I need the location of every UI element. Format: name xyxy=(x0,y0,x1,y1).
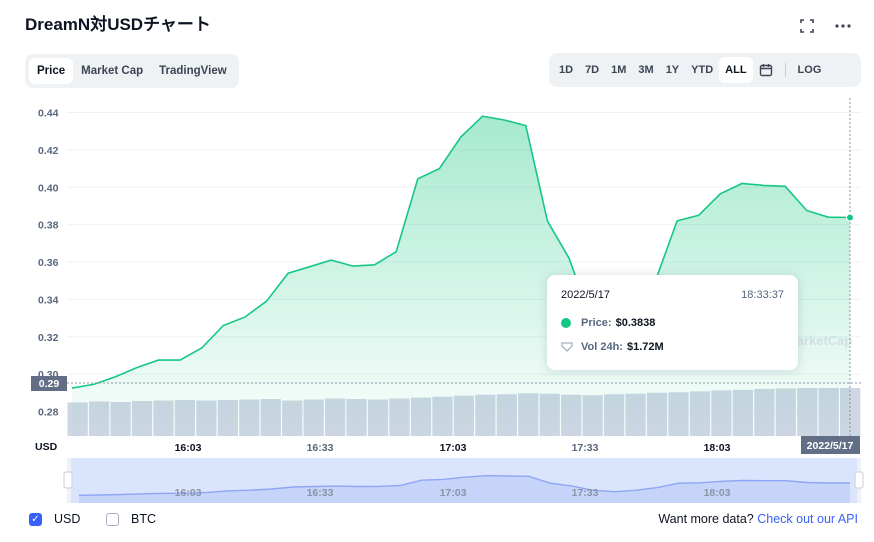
btc-label: BTC xyxy=(131,512,156,526)
navigator-left-handle[interactable] xyxy=(63,471,73,489)
tooltip-time: 18:33:37 xyxy=(741,289,784,301)
more-data-text: Want more data? xyxy=(658,512,754,526)
btc-checkbox[interactable] xyxy=(106,512,119,526)
range-3m[interactable]: 3M xyxy=(638,64,654,76)
expand-icon[interactable] xyxy=(795,14,819,38)
tab-price[interactable]: Price xyxy=(29,58,74,84)
y-tick-label: 0.34 xyxy=(38,294,59,306)
navigator-x-tick: 16:03 xyxy=(175,487,202,499)
y-tick-label: 0.40 xyxy=(38,182,59,194)
navigator-x-tick: 17:03 xyxy=(440,487,467,499)
api-promo: Want more data? Check out our API xyxy=(658,512,858,526)
navigator-x-tick: 16:33 xyxy=(307,487,334,499)
navigator-line xyxy=(78,474,850,496)
currency-axis-label: USD xyxy=(35,441,58,453)
btc-toggle[interactable]: BTC xyxy=(106,512,156,526)
price-tooltip: 2022/5/17 18:33:37 Price: $0.3838 Vol 24… xyxy=(547,275,798,370)
range-1m[interactable]: 1M xyxy=(611,64,627,76)
chart-type-tabs: Price Market Cap TradingView xyxy=(25,54,239,88)
tab-market-cap[interactable]: Market Cap xyxy=(81,65,144,77)
x-tick-label: 16:03 xyxy=(175,442,202,454)
range-1d[interactable]: 1D xyxy=(559,64,574,76)
range-divider xyxy=(784,63,786,77)
api-link[interactable]: Check out our API xyxy=(757,512,858,526)
navigator-x-tick: 17:33 xyxy=(572,487,599,499)
range-1y[interactable]: 1Y xyxy=(665,64,680,76)
y-tick-label: 0.42 xyxy=(38,145,59,157)
range-all[interactable]: ALL xyxy=(719,57,753,83)
x-tick-label: 17:33 xyxy=(572,442,599,454)
calendar-icon[interactable] xyxy=(753,57,779,83)
y-tick-label: 0.28 xyxy=(38,407,59,419)
y-tick-label: 0.38 xyxy=(38,220,59,232)
range-ytd[interactable]: YTD xyxy=(691,64,714,76)
y-tick-label: 0.32 xyxy=(38,332,59,344)
y-tick-label: 0.36 xyxy=(38,257,59,269)
log-scale-toggle[interactable]: LOG xyxy=(797,64,822,76)
current-date-label: 2022/5/17 xyxy=(807,440,854,452)
tab-tradingview[interactable]: TradingView xyxy=(159,65,227,77)
x-tick-label: 16:33 xyxy=(307,442,334,454)
navigator-x-tick: 18:03 xyxy=(704,487,731,499)
navigator-right-handle[interactable] xyxy=(854,471,864,489)
current-price-label: 0.29 xyxy=(39,378,60,390)
tooltip-date: 2022/5/17 xyxy=(561,289,610,301)
price-line xyxy=(71,115,851,389)
chart-title: DreamN対USDチャート xyxy=(25,15,211,34)
current-price-dot xyxy=(846,213,854,222)
tooltip-price-value: $0.3838 xyxy=(615,317,656,329)
more-horizontal-icon[interactable] xyxy=(831,14,855,38)
navigator-area xyxy=(79,475,850,503)
y-tick-label: 0.44 xyxy=(38,108,59,120)
range-7d[interactable]: 7D xyxy=(585,64,600,76)
current-price-badge xyxy=(31,376,67,391)
price-dot-icon xyxy=(561,318,571,328)
range-selector: 1D 7D 1M 3M 1Y YTD ALL LOG xyxy=(549,53,861,87)
x-tick-label: 17:03 xyxy=(440,442,467,454)
volume-icon xyxy=(561,342,573,352)
usd-label: USD xyxy=(54,512,81,526)
current-date-badge xyxy=(801,436,860,454)
usd-toggle[interactable]: ✓ USD xyxy=(29,512,80,526)
tooltip-price-label: Price: xyxy=(581,317,612,329)
usd-checkbox[interactable]: ✓ xyxy=(29,512,42,526)
tooltip-vol-value: $1.72M xyxy=(626,341,664,353)
x-tick-label: 18:03 xyxy=(704,442,731,454)
tooltip-vol-label: Vol 24h: xyxy=(581,341,623,353)
